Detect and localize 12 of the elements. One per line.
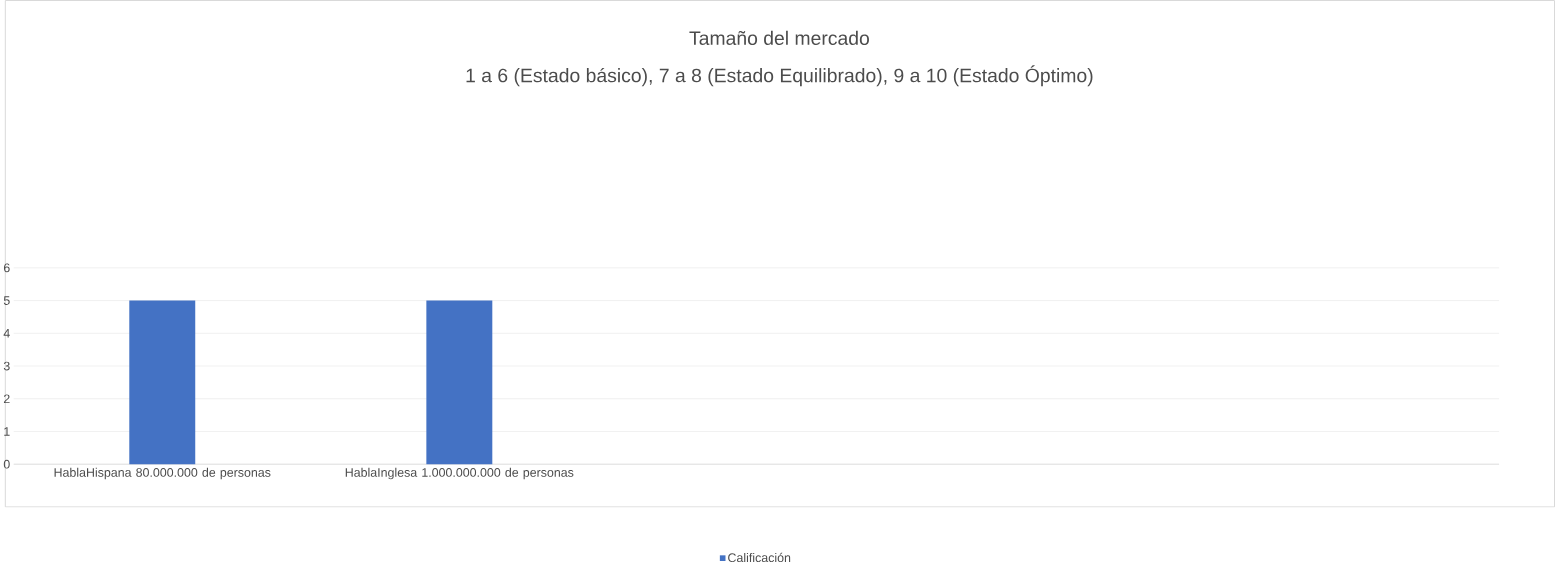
x-tick-label: HablaHispana 80.000.000 de personas: [54, 467, 271, 480]
y-tick-label: 3: [3, 361, 10, 371]
y-tick-label: 4: [3, 328, 10, 338]
chart-title: Tamaño del mercado: [689, 30, 869, 45]
y-tick-label: 0: [3, 459, 10, 469]
y-tick-label: 6: [3, 263, 10, 273]
y-tick-label: 1: [4, 427, 10, 436]
legend-label: Calificación: [728, 552, 791, 562]
y-tick-label: 5: [3, 296, 10, 305]
x-tick-label: HablaInglesa 1.000.000.000 de personas: [345, 467, 574, 480]
y-tick-label: 2: [3, 394, 10, 403]
chart-subtitle: 1 a 6 (Estado básico), 7 a 8 (Estado Equilibrado), 9 a 10 (Estado Óptimo): [466, 65, 1093, 86]
